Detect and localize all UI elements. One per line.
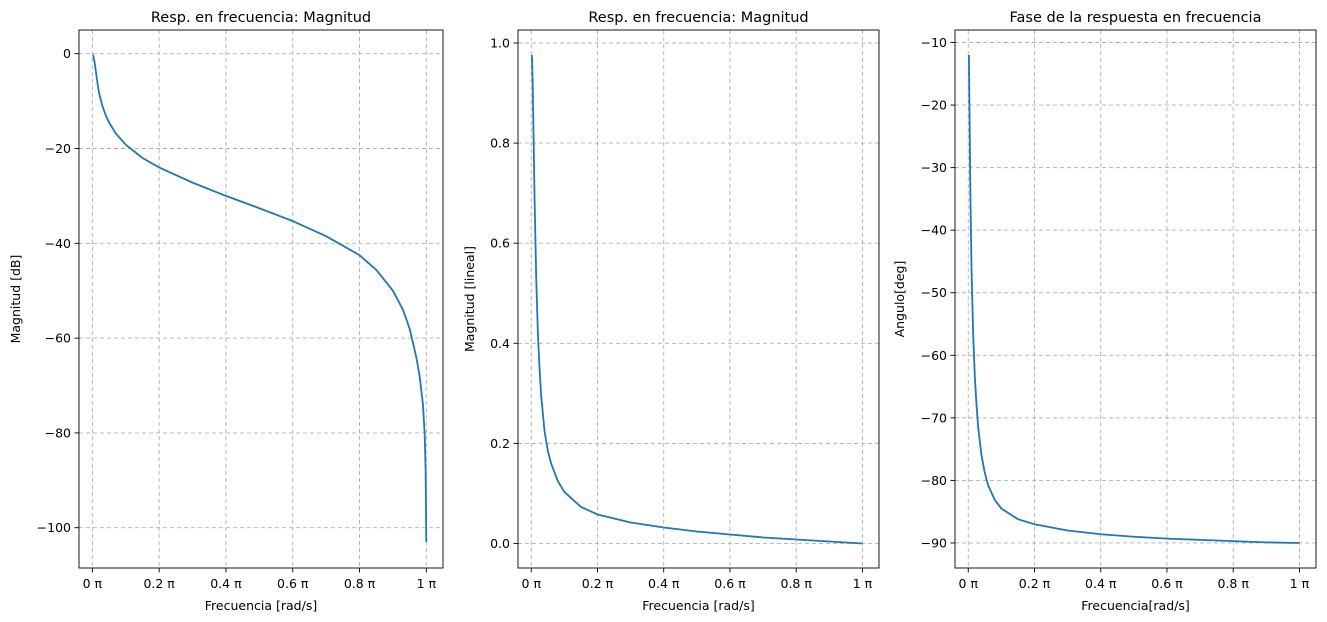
y-axis-label: Magnitud [lineal] (462, 246, 477, 352)
x-tick-label: 1 π (853, 576, 873, 591)
y-tick-label: 0.4 (490, 336, 510, 351)
y-tick-label: −50 (921, 285, 947, 300)
series-line-1 (968, 55, 1300, 544)
x-tick-label: 0.4 π (210, 576, 242, 591)
y-tick-label: −60 (921, 348, 947, 363)
plot-frame (78, 29, 444, 569)
x-tick-label: 0.2 π (582, 576, 614, 591)
x-tick-label: 0.4 π (1085, 576, 1117, 591)
x-axis-label: Frecuencia [rad/s] (205, 598, 317, 613)
y-tick-label: 0.8 (490, 136, 510, 151)
chart-panel-2: 0 π 0.2 π 0.4 π 0.6 π 0.8 π 1 π 0.0 0.2 0.4 0.6 0.… (462, 10, 880, 613)
plot-frame (954, 29, 1317, 569)
x-tick-label: 0.6 π (714, 576, 746, 591)
x-tick-label: 0.8 π (1218, 576, 1250, 591)
chart-title: Resp. en frecuencia: Magnitud (151, 10, 371, 26)
x-tick-label: 0.8 π (781, 576, 813, 591)
y-tick-label: −40 (921, 223, 947, 238)
y-tick-label: 0.6 (490, 236, 510, 251)
x-tick-label: 0.2 π (143, 576, 175, 591)
x-tick-label: 0 π (522, 576, 542, 591)
y-tick-label: 0 (63, 46, 71, 61)
x-tick-label: 1 π (417, 576, 437, 591)
y-tick-label: −80 (45, 425, 71, 440)
chart-panel-3: 0 π 0.2 π 0.4 π 0.6 π 0.8 π 1 π −10 −20 −30 −40 −5… (892, 10, 1317, 613)
y-axis-label: Angulo[deg] (892, 261, 907, 338)
x-tick-label: 0.2 π (1019, 576, 1051, 591)
y-tick-label: −10 (921, 35, 947, 50)
y-tick-label: −40 (45, 236, 71, 251)
series-line-1 (92, 54, 428, 542)
x-axis-label: Frecuencia[rad/s] (1081, 598, 1189, 613)
x-tick-label: 0.4 π (648, 576, 680, 591)
chart-panel-1: 0 π 0.2 π 0.4 π 0.6 π 0.8 π 1 π 0 −20 −40 −60 −80 −… (8, 10, 444, 613)
y-tick-label: −80 (921, 473, 947, 488)
x-axis-label: Frecuencia [rad/s] (642, 598, 754, 613)
plot-frame (517, 29, 880, 569)
y-tick-label: −60 (45, 331, 71, 346)
x-tick-label: 0 π (959, 576, 979, 591)
y-tick-label: −20 (45, 141, 71, 156)
y-tick-label: −100 (37, 520, 71, 535)
y-tick-label: −30 (921, 160, 947, 175)
y-tick-label: 1.0 (490, 36, 510, 51)
x-tick-label: 1 π (1290, 576, 1310, 591)
y-tick-label: −90 (921, 535, 947, 550)
y-tick-label: 0.2 (490, 436, 510, 451)
series-line-1 (531, 54, 863, 545)
x-tick-label: 0.6 π (1151, 576, 1183, 591)
x-tick-label: 0 π (83, 576, 103, 591)
x-tick-label: 0.6 π (277, 576, 309, 591)
y-axis-label: Magnitud [dB] (8, 255, 23, 344)
y-tick-label: −70 (921, 410, 947, 425)
x-tick-label: 0.8 π (344, 576, 376, 591)
y-tick-label: 0.0 (490, 536, 510, 551)
chart-title: Resp. en frecuencia: Magnitud (588, 10, 808, 26)
y-tick-label: −20 (921, 98, 947, 113)
chart-title: Fase de la respuesta en frecuencia (1010, 10, 1262, 26)
